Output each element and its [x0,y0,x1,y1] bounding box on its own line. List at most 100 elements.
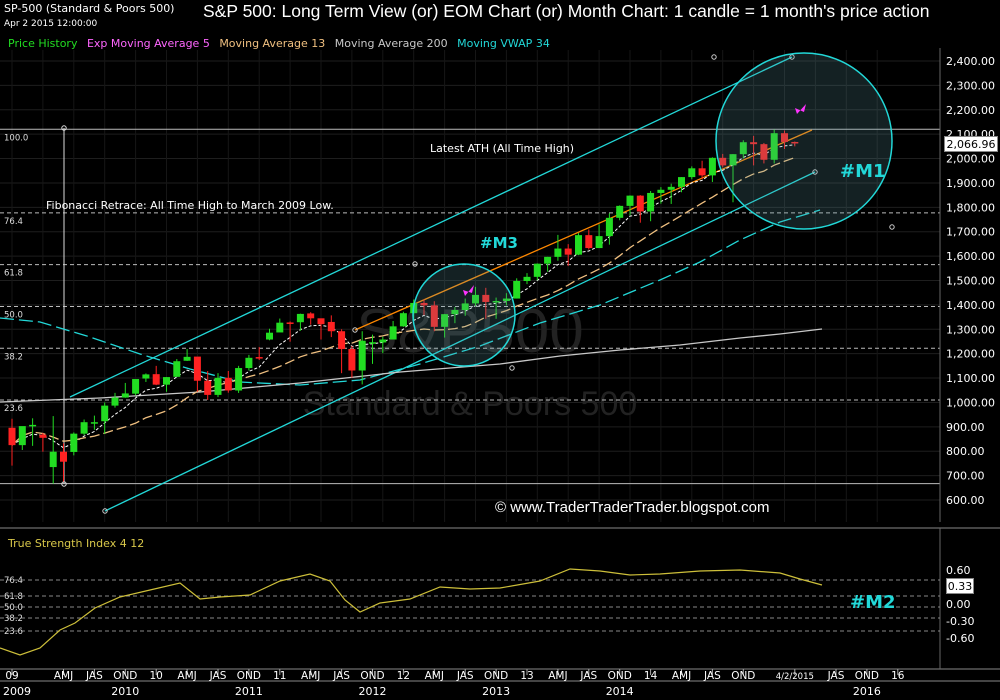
watermark-name: Standard & Poors 500 [303,385,638,423]
tsi-title: True Strength Index 4 12 [8,537,145,550]
candle-body [18,426,26,446]
candle-body [564,248,572,255]
m1-arrow [795,104,806,114]
tsi-level-label: 76.4 [4,576,23,586]
price-tick-label: 1,800.00 [946,201,995,214]
fib-anchor-point [61,125,67,131]
time-tick-label: AMJ [425,670,444,682]
candle-body [142,374,150,379]
legend: Price History Exp Moving Average 5 Movin… [8,37,556,50]
candle-body [667,186,675,190]
candle-body [750,142,758,145]
last-price-tag: 2,066.96 [944,136,998,152]
tsi-line [0,568,823,656]
time-tick-label: JAS [85,670,103,682]
time-tick-label: OND [731,670,755,682]
candle-body [575,235,582,255]
candle-body [348,349,356,371]
price-tick-label: 2,000.00 [946,153,995,166]
candle-body [327,321,335,332]
candle-body [420,302,428,306]
m3-arrow [463,285,474,296]
ma13-line [11,156,796,446]
highlight-circles [412,52,893,367]
candle-body [708,157,716,176]
time-tick-label: 10 [150,670,163,682]
price-tick-label: 1,100.00 [946,372,995,385]
tsi-level-label: 38.2 [4,614,23,624]
price-tick-label: 1,600.00 [946,250,995,263]
candle-body [688,168,696,178]
time-tick-label: OND [237,670,261,682]
chart-title: S&P 500: Long Term View (or) EOM Chart (… [203,1,930,21]
price-tick-label: 1,300.00 [946,323,995,336]
price-tick-label: 1,400.00 [946,299,995,312]
channel-anchor-point [509,365,515,371]
ma200-line [0,328,823,403]
legend-ma200[interactable]: Moving Average 200 [334,37,448,50]
time-year-label: 2014 [606,685,634,698]
fib-anchor-point [61,481,67,487]
candle-body [791,141,799,144]
tsi-level-label: 23.6 [4,627,23,637]
price-tick-label: 1,900.00 [946,177,995,190]
time-tick-label: 4/2/2015 [776,672,814,682]
price-axis: 600.00 700.00 800.00 900.00 1,000.00 1,100.00… [939,48,995,522]
candle-body [29,424,37,427]
m1-circle [715,52,893,230]
time-year-label: 2016 [853,685,881,698]
time-tick-label: AMJ [177,670,196,682]
time-tick-label: AMJ [672,670,691,682]
tsi-level-label: 50.0 [4,603,23,613]
candle-body [307,313,315,319]
candle-body [276,322,284,333]
legend-vwap34[interactable]: Moving VWAP 34 [457,37,550,50]
candle-body [245,357,253,369]
candle-body [461,303,469,311]
price-tick-label: 1,700.00 [946,226,995,239]
channel-anchor-point [102,508,108,514]
tsi-panel: 0.600.300.00-0.30-0.6076.461.850.038.223… [0,527,1000,670]
legend-ma13[interactable]: Moving Average 13 [219,37,326,50]
tsi-tick-label: 0.60 [946,564,971,577]
lower-channel-line [104,171,816,512]
candle-body [70,433,78,452]
ema5-line [11,144,795,449]
candle-body [781,133,788,142]
candle-body [8,427,16,446]
time-tick-label: JAS [456,670,474,682]
candle-body [389,326,397,340]
credit-text: © www.TraderTraderTrader.blogspot.com [495,499,769,516]
candle-body [616,205,624,218]
annotations: Latest ATH (All Time High) Fibonacci Ret… [46,142,896,613]
time-tick-label: JAS [209,670,227,682]
candle-body [214,377,222,395]
upper-channel-line [69,56,793,398]
candle-body [626,195,634,206]
fib-level-label: 76.4 [4,217,23,227]
candle-body [739,142,747,155]
time-tick-label: 13 [520,670,533,682]
time-year-label: 2012 [359,685,387,698]
candle-body [152,374,160,385]
price-tick-label: 1,000.00 [946,396,995,409]
price-tick-label: 1,500.00 [946,275,995,288]
candle-body [39,434,47,438]
time-tick-label: OND [360,670,384,682]
candle-body [255,357,263,359]
candle-body [266,332,273,340]
fibonacci-levels: 100.0 76.4 61.8 50.0 38.2 23.6 [0,125,940,487]
candle-body [523,276,531,281]
time-tick-label: JAS [827,670,845,682]
time-tick-label: OND [855,670,879,682]
legend-ema5[interactable]: Exp Moving Average 5 [86,37,210,50]
time-tick-label: JAS [332,670,350,682]
candle-body [121,393,129,398]
time-tick-label: OND [484,670,508,682]
time-tick-label: AMJ [54,670,73,682]
tsi-tick-label: -0.30 [946,615,974,628]
candle-body [451,310,459,315]
legend-price-history[interactable]: Price History [8,37,78,50]
candle-body [111,397,119,406]
candle-body [554,248,562,257]
